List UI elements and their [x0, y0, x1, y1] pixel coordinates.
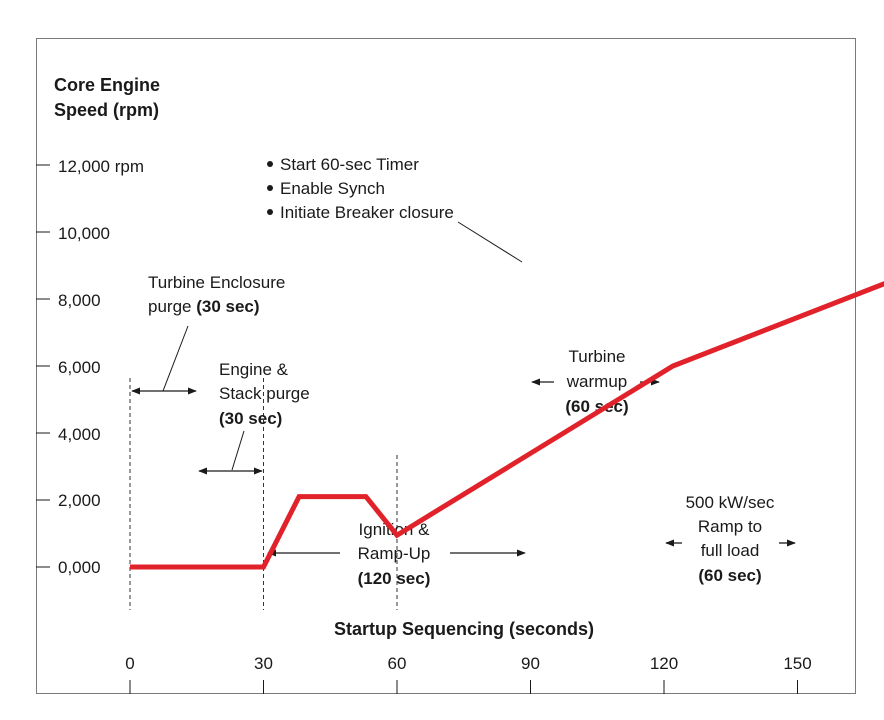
y-tick-label: 6,000 — [58, 358, 101, 377]
ramp-label-line-2: Ramp to — [698, 517, 762, 536]
enclosure-purge-label-line-2: purge (30 sec) — [148, 297, 260, 316]
y-tick-label: 8,000 — [58, 291, 101, 310]
bullet-dot — [267, 185, 273, 191]
engine-pointer-line — [231, 430, 245, 471]
y-tick-label: 4,000 — [58, 425, 101, 444]
ramp-label-line-3: full load — [701, 541, 760, 560]
y-tick-label: 10,000 — [58, 224, 110, 243]
y-axis-title-line-1: Core Engine — [54, 75, 160, 95]
y-tick-label: 0,000 — [58, 558, 101, 577]
y-tick-label: 2,000 — [58, 491, 101, 510]
bullet-start-timer: Start 60-sec Timer — [280, 155, 419, 174]
y-axis-title-line-2: Speed (rpm) — [54, 100, 159, 120]
engine-speed-line — [130, 281, 884, 570]
warmup-label-line-1: Turbine — [568, 347, 625, 366]
breaker-pointer-line — [457, 221, 523, 263]
ignition-label-line-2: Ramp-Up — [358, 544, 431, 563]
engine-purge-label-line-2: Stack purge — [219, 384, 310, 403]
bullet-dot — [267, 209, 273, 215]
engine-purge-label-line-3: (30 sec) — [219, 409, 282, 428]
x-tick-label: 90 — [521, 654, 540, 673]
x-tick-label: 30 — [254, 654, 273, 673]
enclosure-purge-label-line-1: Turbine Enclosure — [148, 273, 285, 292]
x-axis-ticks: 0306090120150180210240270300 — [125, 654, 812, 694]
ramp-label-line-4: (60 sec) — [698, 566, 761, 585]
ignition-label-line-3: (120 sec) — [358, 569, 431, 588]
warmup-label-line-2: warmup — [566, 372, 627, 391]
x-axis-title: Startup Sequencing (seconds) — [334, 619, 594, 639]
x-tick-label: 120 — [650, 654, 678, 673]
bullet-dot — [267, 161, 273, 167]
engine-purge-label-line-1: Engine & — [219, 360, 289, 379]
y-tick-marks — [36, 164, 50, 568]
ramp-label-line-1: 500 kW/sec — [686, 493, 775, 512]
enclosure-pointer-line — [162, 325, 189, 392]
bullet-initiate-breaker: Initiate Breaker closure — [280, 203, 454, 222]
x-tick-label: 150 — [783, 654, 811, 673]
x-tick-label: 60 — [388, 654, 407, 673]
y-tick-label: 12,000 rpm — [58, 157, 144, 176]
bullet-enable-synch: Enable Synch — [280, 179, 385, 198]
x-tick-label: 0 — [125, 654, 134, 673]
